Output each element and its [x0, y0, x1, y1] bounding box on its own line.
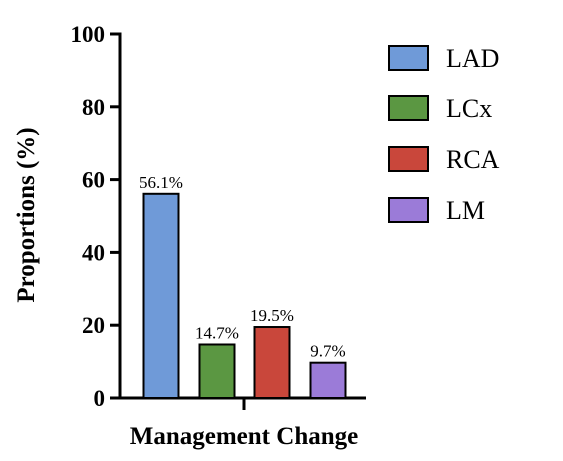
legend: LAD LCx RCA LM: [388, 44, 500, 225]
y-tick-label: 20: [82, 313, 105, 338]
y-axis: 0 20 40 60 80 100: [71, 22, 122, 411]
y-tick-label: 40: [82, 240, 105, 265]
data-label-lcx: 14.7%: [195, 323, 239, 342]
data-label-rca: 19.5%: [250, 306, 294, 325]
y-axis-title: Proportions (%): [13, 127, 40, 302]
x-axis: [118, 396, 366, 410]
bars: 56.1% 14.7% 19.5% 9.7%: [139, 173, 347, 400]
legend-label-lcx: LCx: [446, 94, 492, 123]
legend-label-lad: LAD: [446, 44, 499, 73]
x-axis-title: Management Change: [130, 423, 358, 450]
data-label-lad: 56.1%: [139, 173, 183, 192]
legend-swatch-lm: [388, 197, 429, 223]
y-tick-label: 80: [82, 95, 105, 120]
legend-label-rca: RCA: [446, 145, 500, 174]
legend-swatch-lcx: [388, 95, 429, 121]
legend-swatch-rca: [388, 146, 429, 172]
y-tick-label: 0: [94, 386, 106, 411]
bar-lad: [142, 192, 180, 399]
bar-rca: [253, 326, 291, 399]
legend-label-lm: LM: [446, 196, 485, 225]
data-label-lm: 9.7%: [310, 342, 345, 361]
bar-lm: [309, 361, 347, 399]
y-tick-label: 60: [82, 168, 105, 193]
bar-lcx: [198, 343, 236, 400]
y-tick-label: 100: [71, 22, 106, 47]
legend-swatch-lad: [388, 45, 429, 71]
